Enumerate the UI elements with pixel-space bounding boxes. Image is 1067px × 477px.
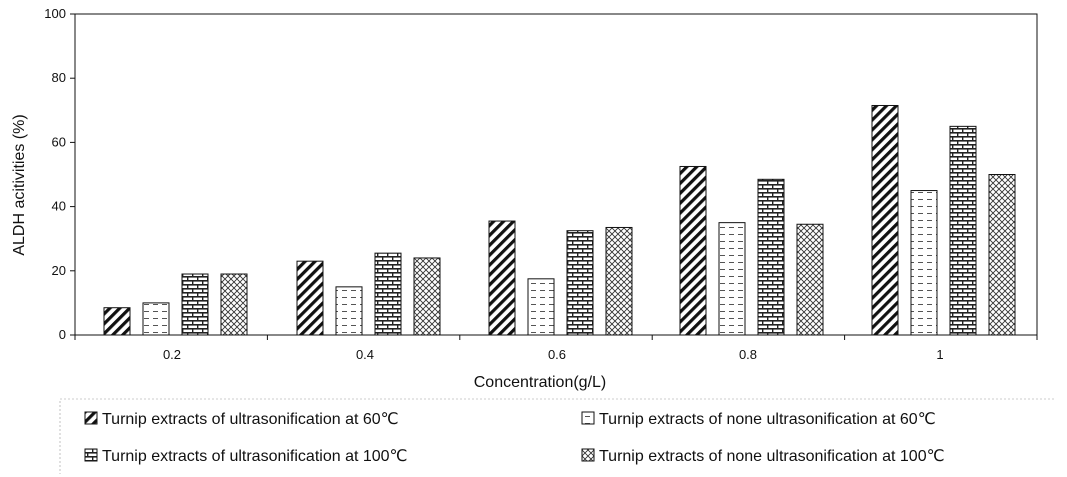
y-axis: 0 20 40 60 80 100: [44, 6, 75, 342]
x-tick-label: 1: [936, 347, 943, 362]
legend: Turnip extracts of ultrasonification at …: [59, 398, 1055, 474]
bar-series4-1: [988, 174, 1016, 336]
legend-swatch-series1: [84, 411, 98, 425]
bar-series4-0.6: [605, 226, 633, 336]
plot-area: 0 20 40 60 80 100 0.2 0.4 0.6 0.8 1: [44, 6, 1038, 362]
x-axis: 0.2 0.4 0.6 0.8 1: [74, 335, 1038, 362]
x-axis-title: Concentration(g/L): [474, 374, 607, 391]
legend-swatch-series3: [84, 448, 98, 462]
legend-swatch-series4: [581, 448, 595, 462]
y-tick-label: 40: [52, 199, 66, 214]
y-axis-title: ALDH acitivities (%): [11, 114, 28, 255]
bar-series3-0.2: [181, 273, 209, 336]
legend-label-series1: Turnip extracts of ultrasonification at …: [102, 411, 399, 428]
x-tick-label: 0.4: [356, 347, 374, 362]
bar-series3-0.6: [566, 230, 594, 336]
legend-label-series3: Turnip extracts of ultrasonification at …: [102, 448, 408, 465]
x-tick-label: 0.8: [739, 347, 757, 362]
bar-series3-1: [949, 125, 977, 336]
bar-series2-0.4: [335, 286, 363, 336]
y-tick-label: 80: [52, 70, 66, 85]
bar-series2-0.6: [527, 278, 555, 336]
bar-series1-0.4: [296, 260, 324, 336]
legend-label-series2: Turnip extracts of none ultrasonificatio…: [599, 411, 936, 428]
bar-series2-0.2: [142, 302, 170, 336]
bar-series4-0.4: [413, 257, 441, 336]
x-tick-label: 0.2: [163, 347, 181, 362]
legend-label-series4: Turnip extracts of none ultrasonificatio…: [599, 448, 945, 465]
bar-series4-0.8: [796, 223, 824, 336]
bars-group: [103, 104, 1016, 336]
plot-frame: [74, 13, 1038, 336]
x-tick-label: 0.6: [548, 347, 566, 362]
bar-series1-0.8: [679, 165, 707, 336]
bar-series3-0.8: [757, 178, 785, 336]
y-tick-label: 20: [52, 263, 66, 278]
bar-series3-0.4: [374, 252, 402, 336]
legend-swatch-series2: [581, 411, 595, 425]
bar-series2-1: [910, 190, 938, 336]
y-tick-label: 60: [52, 134, 66, 149]
bar-series4-0.2: [220, 273, 248, 336]
bar-series1-1: [871, 104, 899, 336]
bar-series1-0.2: [103, 307, 131, 336]
bar-series1-0.6: [488, 220, 516, 336]
y-tick-label: 100: [44, 6, 66, 21]
bar-series2-0.8: [718, 222, 746, 336]
y-tick-label: 0: [59, 327, 66, 342]
